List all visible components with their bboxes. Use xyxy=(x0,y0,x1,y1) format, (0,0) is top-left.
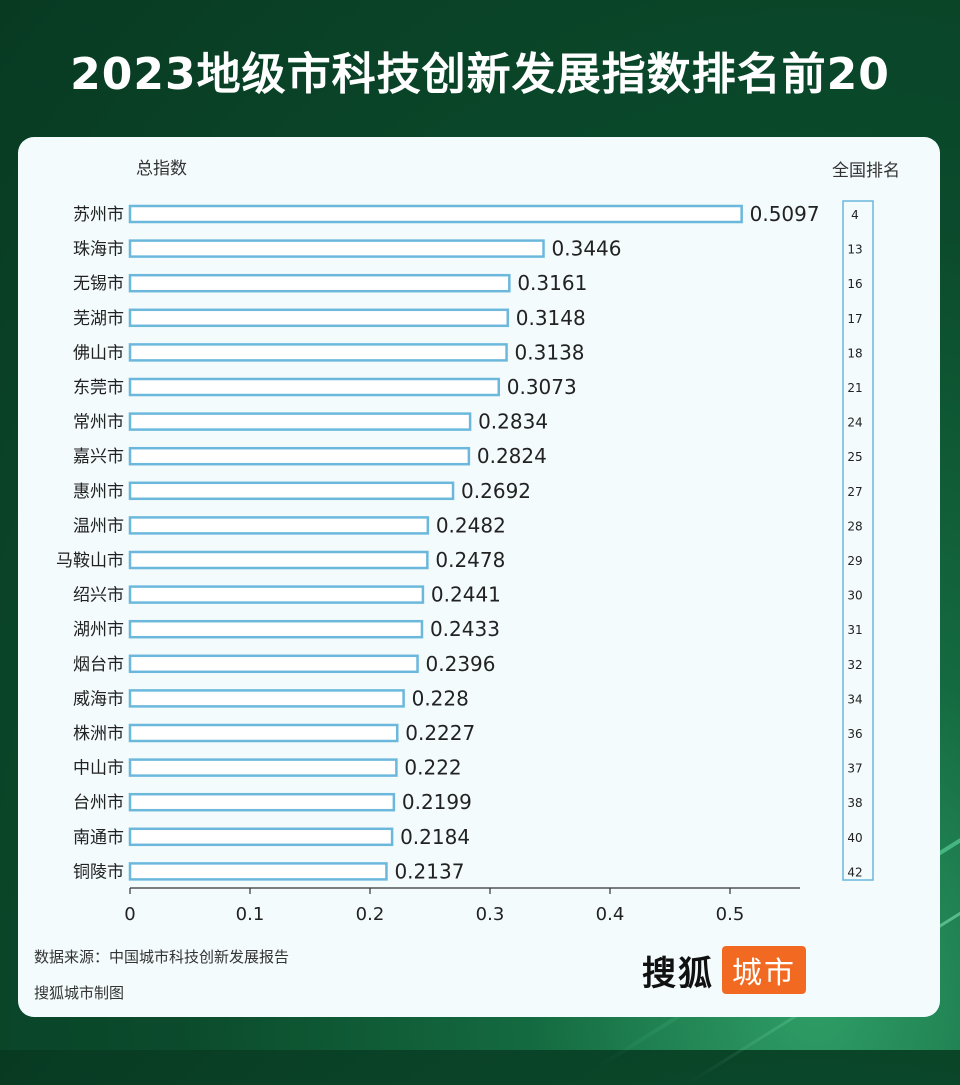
rank-column-box xyxy=(842,200,874,881)
bar-chart: 总指数 全国排名 苏州市 0.5097 4 珠海市 0.3446 13 无锡市 0.3161 1… xyxy=(56,159,900,925)
category-label: 南通市 xyxy=(73,828,124,848)
value-label: 0.2227 xyxy=(405,721,475,745)
category-label: 铜陵市 xyxy=(73,862,124,882)
rank-label: 42 xyxy=(847,865,862,879)
category-label: 株洲市 xyxy=(73,724,124,744)
bar xyxy=(128,585,425,604)
category-label: 芜湖市 xyxy=(73,309,124,329)
bar xyxy=(128,827,394,847)
bar xyxy=(128,654,419,674)
rank-label: 40 xyxy=(847,831,862,845)
left-header: 总指数 xyxy=(136,159,187,179)
x-tick-label: 0.1 xyxy=(236,904,265,925)
credit-note: 搜狐城市制图 xyxy=(34,984,125,1002)
bar xyxy=(128,481,455,501)
value-label: 0.2433 xyxy=(430,617,500,641)
value-label: 0.228 xyxy=(412,686,469,710)
rank-label: 18 xyxy=(847,346,862,360)
value-label: 0.222 xyxy=(404,756,461,780)
bar xyxy=(128,239,545,258)
x-tick-label: 0 xyxy=(124,904,135,925)
category-label: 中山市 xyxy=(73,759,124,779)
x-tick-label: 0.2 xyxy=(356,904,385,925)
rank-label: 37 xyxy=(847,762,862,776)
value-label: 0.3138 xyxy=(515,340,585,364)
logo-badge: 城市 xyxy=(722,946,806,994)
category-label: 绍兴市 xyxy=(73,586,124,606)
rank-label: 27 xyxy=(847,485,862,499)
category-label: 台州市 xyxy=(73,793,124,813)
bar xyxy=(128,862,388,881)
rank-label: 16 xyxy=(847,277,862,291)
category-label: 威海市 xyxy=(73,689,124,709)
page-title: 2023地级市科技创新发展指数排名前20 xyxy=(70,49,890,100)
value-label: 0.2184 xyxy=(400,825,470,849)
right-header: 全国排名 xyxy=(832,161,900,181)
rank-label: 31 xyxy=(847,623,862,637)
bar xyxy=(128,377,501,397)
value-label: 0.2137 xyxy=(394,859,464,883)
category-label: 温州市 xyxy=(73,516,124,536)
bar xyxy=(128,273,511,293)
rank-label: 25 xyxy=(847,450,862,464)
bar xyxy=(128,412,472,431)
category-label: 嘉兴市 xyxy=(73,447,124,467)
source-note: 数据来源：中国城市科技创新发展报告 xyxy=(34,948,290,966)
bar xyxy=(128,758,398,777)
value-label: 0.2199 xyxy=(402,790,472,814)
bar xyxy=(128,308,510,328)
x-tick-label: 0.5 xyxy=(716,904,745,925)
value-label: 0.2692 xyxy=(461,479,531,503)
rank-label: 28 xyxy=(847,519,862,533)
value-label: 0.2441 xyxy=(431,583,501,607)
value-label: 0.3161 xyxy=(517,271,587,295)
bar xyxy=(128,689,405,708)
bar xyxy=(128,343,508,362)
logo-text: 搜狐 xyxy=(642,953,714,994)
category-label: 珠海市 xyxy=(73,240,124,260)
value-label: 0.3148 xyxy=(516,306,586,330)
rank-label: 30 xyxy=(847,589,862,603)
rank-label: 24 xyxy=(847,416,862,430)
bar xyxy=(128,550,429,570)
rank-label: 32 xyxy=(847,658,862,672)
rank-label: 17 xyxy=(847,312,862,326)
sohu-city-logo: 搜狐 城市 xyxy=(642,946,806,994)
category-label: 马鞍山市 xyxy=(56,551,124,571)
bar xyxy=(128,723,399,743)
bar xyxy=(128,516,430,535)
rank-label: 38 xyxy=(847,796,862,810)
value-label: 0.2824 xyxy=(477,444,547,468)
value-label: 0.3073 xyxy=(507,375,577,399)
value-label: 0.2482 xyxy=(436,513,506,537)
value-label: 0.2478 xyxy=(435,548,505,572)
category-label: 湖州市 xyxy=(73,620,124,640)
value-label: 0.5097 xyxy=(750,202,820,226)
rank-label: 21 xyxy=(847,381,862,395)
category-label: 苏州市 xyxy=(73,205,124,225)
rank-label: 29 xyxy=(847,554,862,568)
value-label: 0.3446 xyxy=(552,237,622,261)
category-label: 佛山市 xyxy=(73,343,124,363)
rank-label: 13 xyxy=(847,243,862,257)
x-tick-label: 0.3 xyxy=(476,904,505,925)
category-label: 惠州市 xyxy=(73,482,124,502)
x-tick-label: 0.4 xyxy=(596,904,625,925)
category-label: 烟台市 xyxy=(73,655,124,675)
value-label: 0.2396 xyxy=(426,652,496,676)
category-label: 无锡市 xyxy=(73,274,124,294)
rank-label: 4 xyxy=(851,208,859,222)
rank-label: 36 xyxy=(847,727,862,741)
rank-label: 34 xyxy=(847,692,862,706)
category-label: 东莞市 xyxy=(73,378,124,398)
bar xyxy=(128,619,424,639)
value-label: 0.2834 xyxy=(478,410,548,434)
bar xyxy=(128,446,471,466)
bar xyxy=(128,204,743,224)
category-label: 常州市 xyxy=(73,413,124,433)
bar xyxy=(128,792,396,812)
